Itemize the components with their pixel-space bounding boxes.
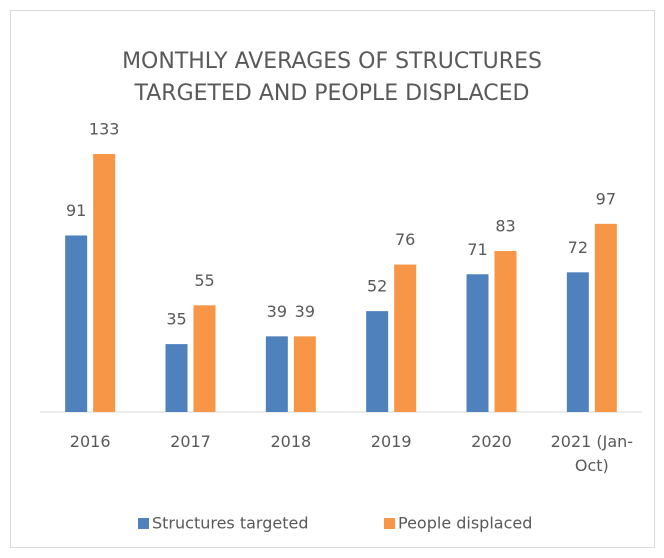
legend-label: Structures targeted [152,514,309,533]
bar [65,235,88,412]
bar [466,274,489,412]
chart-title: TARGETED AND PEOPLE DISPLACED [134,81,530,106]
x-tick-label: 2021 (Jan-Oct) [550,432,634,475]
bar [566,272,589,412]
chart-title: MONTHLY AVERAGES OF STRUCTURES [122,49,542,74]
bar [394,264,417,412]
legend-swatch [384,518,395,529]
data-label: 35 [166,310,186,329]
data-label: 91 [66,201,86,220]
bar [494,250,517,412]
bar [366,311,389,412]
bar [293,336,316,412]
data-label: 133 [89,120,120,139]
x-tick-label: 2018 [270,432,312,451]
chart-frame [10,10,655,548]
bar [265,336,288,412]
data-label: 52 [367,277,387,296]
bar [165,344,188,412]
x-tick-label: 2019 [370,432,412,451]
bar [594,223,617,412]
legend-label: People displaced [398,514,532,533]
bar [193,305,216,412]
data-label: 55 [194,271,214,290]
x-tick-label: 2016 [69,432,111,451]
x-tick-label: 2020 [471,432,512,451]
legend-swatch [138,518,149,529]
bar [93,154,116,412]
data-label: 97 [596,189,616,208]
data-label: 39 [295,302,315,321]
data-label: 76 [395,230,415,249]
data-label: 71 [467,240,487,259]
data-label: 39 [267,302,287,321]
data-label: 83 [495,216,515,235]
data-label: 72 [568,238,588,257]
x-tick-label: 2017 [170,432,211,451]
